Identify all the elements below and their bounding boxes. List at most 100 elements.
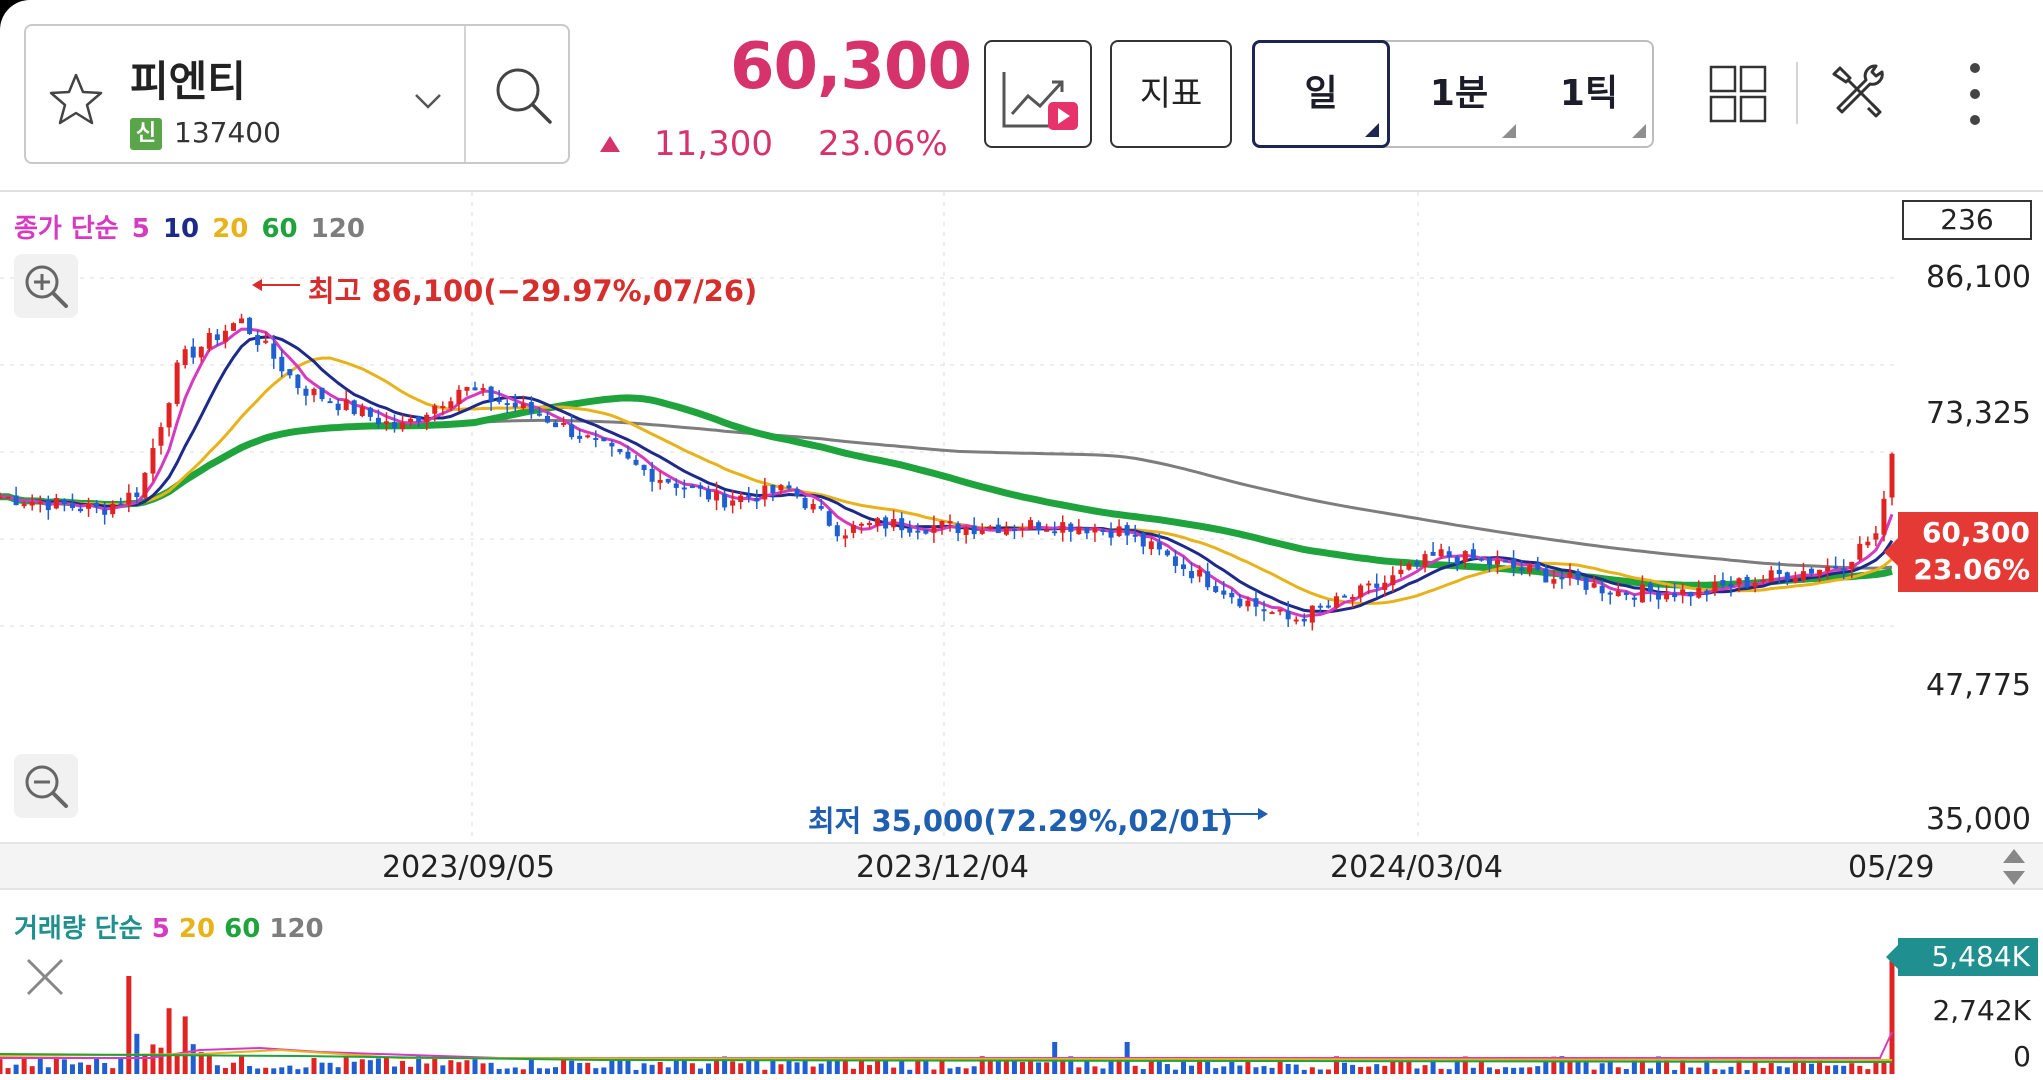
volume-chart[interactable] <box>0 940 1900 1080</box>
extreme-markers <box>252 279 1268 820</box>
volume-legend[interactable]: 거래량 단순 5 20 60 120 <box>14 908 324 945</box>
candle-body <box>1784 572 1790 581</box>
candle-body <box>1551 579 1557 584</box>
volume-bar <box>1680 1058 1686 1074</box>
volume-bar <box>383 1056 389 1074</box>
candle-body <box>456 389 462 404</box>
volume-bar <box>424 1063 430 1074</box>
volume-bar <box>1044 1062 1050 1074</box>
volume-bar <box>834 1059 840 1074</box>
candle-body <box>512 402 518 408</box>
volume-bar <box>520 1069 526 1074</box>
candle-body <box>1342 595 1348 598</box>
candle-body <box>1382 582 1388 590</box>
volume-bar <box>239 1056 245 1074</box>
candle-body <box>37 501 43 504</box>
candle-body <box>1696 588 1702 598</box>
volume-bar <box>1615 1067 1621 1074</box>
more-vertical-icon[interactable] <box>1960 58 1990 130</box>
period-1min-button[interactable]: 1분 <box>1394 42 1524 146</box>
volume-bar <box>1076 1067 1082 1074</box>
candle-body <box>536 413 542 416</box>
volume-bar <box>1028 1057 1034 1074</box>
candle-body <box>166 403 172 428</box>
candle-body <box>947 521 953 524</box>
candle-body <box>971 525 977 535</box>
candle-body <box>1245 600 1251 607</box>
candle-body <box>424 414 430 423</box>
candle-body <box>1631 597 1637 600</box>
candle-body <box>1559 577 1565 580</box>
candle-body <box>400 422 406 430</box>
stock-selector[interactable]: 피엔티 신 137400 <box>24 24 570 164</box>
volume-bar <box>182 1016 188 1074</box>
candle-body <box>553 422 559 428</box>
price-change-percent: 23.06% <box>818 124 948 164</box>
candle-body <box>1639 584 1645 603</box>
volume-bar <box>110 1068 116 1074</box>
candle-body <box>86 504 92 509</box>
candle-body <box>1333 596 1339 608</box>
candle-body <box>722 493 728 508</box>
candle-body <box>1100 529 1106 532</box>
volume-bar <box>1511 1067 1517 1074</box>
candle-body <box>1164 550 1170 556</box>
volume-bar <box>158 1047 164 1074</box>
indicator-button[interactable]: 지표 <box>1110 40 1232 148</box>
tools-icon[interactable] <box>1826 60 1888 122</box>
search-icon[interactable] <box>488 60 558 130</box>
volume-bar <box>794 1062 800 1074</box>
candle-body <box>1647 583 1653 592</box>
scroll-updown-icon[interactable] <box>1999 846 2029 888</box>
volume-bar <box>512 1067 518 1074</box>
candle-body <box>1019 528 1025 531</box>
volume-bar <box>1720 1069 1726 1074</box>
candle-body <box>1720 580 1726 586</box>
volume-bar <box>1889 954 1895 1074</box>
volume-bar <box>1696 1067 1702 1074</box>
volume-bar <box>1784 1067 1790 1074</box>
date-axis[interactable]: 2023/09/05 2023/12/04 2024/03/04 05/29 <box>0 842 2043 890</box>
volume-bar <box>1406 1060 1412 1074</box>
ma-legend[interactable]: 종가 단순 5 10 20 60 120 <box>14 208 369 245</box>
volume-bar <box>1865 1069 1871 1074</box>
volume-bar <box>1833 1065 1839 1074</box>
chevron-down-icon[interactable] <box>410 82 446 118</box>
candle-body <box>118 503 124 506</box>
candle-body <box>1189 570 1195 579</box>
volume-bar <box>1631 1059 1637 1074</box>
zoom-in-button[interactable] <box>14 254 78 318</box>
volume-bar <box>963 1068 969 1074</box>
volume-bar <box>705 1063 711 1074</box>
candle-body <box>1503 560 1509 563</box>
candle-body <box>448 401 454 409</box>
chart-type-button[interactable] <box>984 40 1092 148</box>
candle-body <box>53 498 59 509</box>
favorite-star-icon[interactable] <box>46 70 106 130</box>
volume-bar <box>1285 1063 1291 1074</box>
candle-body <box>1744 576 1750 588</box>
volume-bar <box>1382 1065 1388 1074</box>
volume-bar <box>279 1067 285 1074</box>
period-1tick-button[interactable]: 1틱 <box>1524 42 1654 146</box>
candle-body <box>826 511 832 526</box>
volume-bar <box>536 1068 542 1074</box>
candle-body <box>255 335 261 345</box>
candle-body <box>1680 589 1686 595</box>
layout-grid-icon[interactable] <box>1708 64 1768 124</box>
close-icon[interactable] <box>20 952 70 1002</box>
candlestick-chart[interactable] <box>0 192 1900 842</box>
volume-bar <box>867 1065 873 1074</box>
candle-body <box>13 495 19 506</box>
volume-bar <box>770 1059 776 1074</box>
candle-body <box>190 346 196 358</box>
volume-bar <box>61 1059 67 1074</box>
zoom-out-button[interactable] <box>14 754 78 818</box>
candle-body <box>45 499 51 511</box>
candle-count-box[interactable]: 236 <box>1902 200 2032 240</box>
header-divider <box>0 190 2043 192</box>
volume-bar <box>480 1063 486 1074</box>
volume-bar <box>21 1058 27 1074</box>
volume-bar <box>1478 1062 1484 1074</box>
period-day-button[interactable]: 일 <box>1252 40 1390 148</box>
